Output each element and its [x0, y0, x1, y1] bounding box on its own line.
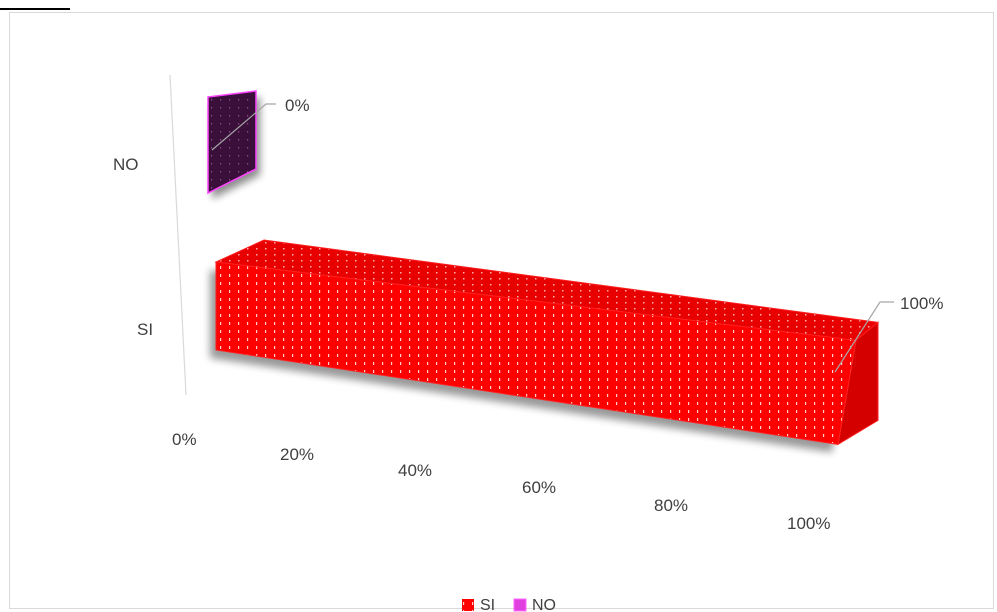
- x-tick-label-60: 60%: [522, 478, 556, 497]
- x-tick-label-0: 0%: [172, 430, 197, 449]
- data-label-si: 100%: [900, 294, 943, 313]
- category-label-no: NO: [113, 155, 139, 174]
- legend-swatch-si: [462, 599, 474, 611]
- header-underline: [0, 0, 70, 10]
- chart-frame: [9, 12, 994, 609]
- legend-swatch-no: [513, 598, 527, 612]
- x-tick-label-20: 20%: [280, 445, 314, 464]
- legend: SI NO: [462, 597, 556, 612]
- category-label-si: SI: [137, 320, 153, 339]
- bar-si: [215, 261, 857, 445]
- leader-line-si: [834, 301, 894, 373]
- x-tick-label-40: 40%: [398, 461, 432, 480]
- x-tick-label-100: 100%: [787, 514, 830, 533]
- legend-label-no: NO: [532, 597, 556, 612]
- x-tick-label-80: 80%: [654, 496, 688, 515]
- leader-line-no: [211, 103, 276, 151]
- legend-label-si: SI: [480, 597, 495, 612]
- data-label-no: 0%: [285, 96, 310, 115]
- bar-no: [207, 90, 257, 195]
- axis-wall-line: [169, 74, 187, 396]
